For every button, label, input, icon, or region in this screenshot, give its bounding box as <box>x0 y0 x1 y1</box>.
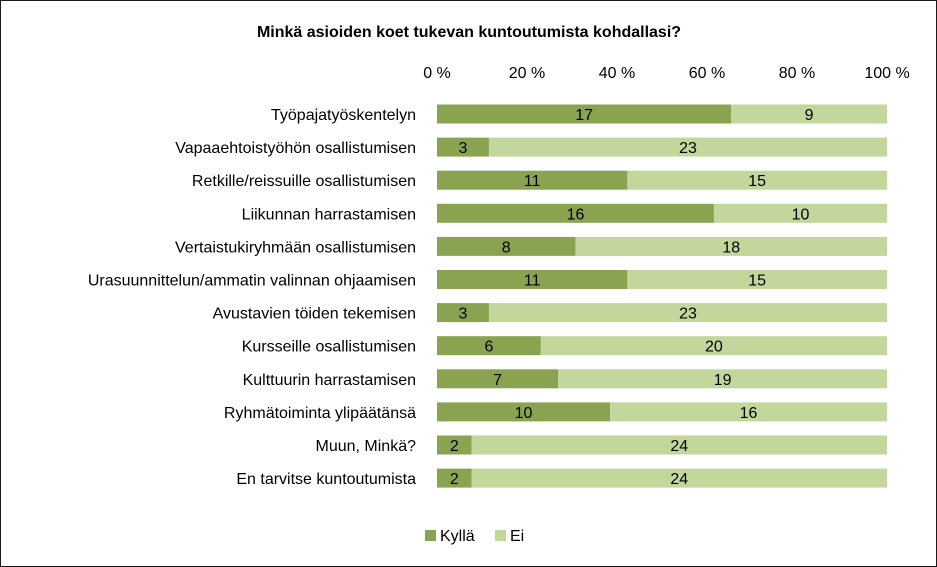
data-label: 23 <box>679 306 697 323</box>
bar-segment-kylla <box>437 170 628 190</box>
x-tick-label: 60 % <box>689 65 725 82</box>
category-label: Avustavien töiden tekemisen <box>213 306 416 323</box>
bar-segment-ei <box>540 336 887 356</box>
bar-segment-ei <box>627 170 887 190</box>
category-label: Työpajatyöskentelyn <box>271 107 416 124</box>
bar-segment-ei <box>488 137 887 157</box>
legend-swatch <box>495 530 506 541</box>
category-labels: Työpajatyöskentelyn Vapaaehtoistyöhön osa… <box>88 107 416 488</box>
data-label: 15 <box>748 273 766 290</box>
bar-segment-kylla <box>437 236 576 256</box>
data-label: 10 <box>792 206 810 223</box>
data-label: 3 <box>459 306 468 323</box>
bar-segment-kylla <box>437 137 489 157</box>
category-label: Kursseille osallistumisen <box>242 339 416 356</box>
category-label: Liikunnan harrastamisen <box>242 206 416 223</box>
category-label: Muun, Minkä? <box>316 438 417 455</box>
data-label: 11 <box>524 173 541 190</box>
bar-segment-kylla <box>437 435 472 455</box>
data-label: 15 <box>748 173 766 190</box>
data-label: 6 <box>484 339 493 356</box>
bar-segment-kylla <box>437 104 732 124</box>
bar-segment-ei <box>471 435 887 455</box>
data-label: 7 <box>493 372 502 389</box>
category-label: Ryhmätoiminta ylipäätänsä <box>224 405 416 422</box>
data-label: 11 <box>524 273 541 290</box>
bars: 17 9 3 23 11 15 16 10 8 18 11 15 3 23 6 20 7 19 10 16 2 24 2 24 <box>437 104 887 488</box>
category-label: Urasuunnittelun/ammatin valinnan ohjaami… <box>88 273 416 290</box>
legend-label: Kyllä <box>440 528 475 545</box>
bar-segment-ei <box>713 203 887 223</box>
bar-segment-kylla <box>437 303 489 323</box>
bar-segment-kylla <box>437 336 541 356</box>
data-label: 9 <box>805 107 814 124</box>
x-axis-ticks: 0 % 20 % 40 % 60 % 80 % 100 % <box>423 65 909 82</box>
data-label: 2 <box>450 438 459 455</box>
x-tick-label: 80 % <box>779 65 815 82</box>
bar-segment-kylla <box>437 468 472 488</box>
data-label: 18 <box>722 239 740 256</box>
category-label: En tarvitse kuntoutumista <box>236 471 416 488</box>
data-label: 16 <box>740 405 758 422</box>
category-label: Retkille/reissuille osallistumisen <box>192 173 416 190</box>
data-label: 8 <box>502 239 511 256</box>
bar-segment-kylla <box>437 369 559 389</box>
data-label: 3 <box>459 140 468 157</box>
bar-segment-kylla <box>437 402 611 422</box>
bar-segment-ei <box>558 369 887 389</box>
bar-segment-ei <box>627 270 887 289</box>
data-label: 19 <box>714 372 732 389</box>
x-tick-label: 20 % <box>509 65 545 82</box>
bar-segment-ei <box>575 236 887 256</box>
data-label: 10 <box>515 405 533 422</box>
bar-segment-kylla <box>437 203 714 223</box>
data-label: 24 <box>670 471 688 488</box>
bar-segment-ei <box>471 468 887 488</box>
bar-segment-ei <box>488 303 887 323</box>
legend-swatch <box>425 530 436 541</box>
data-label: 23 <box>679 140 697 157</box>
data-label: 24 <box>670 438 688 455</box>
chart-title: Minkä asioiden koet tukevan kuntoutumist… <box>257 24 681 41</box>
category-label: Vertaistukiryhmään osallistumisen <box>175 239 416 256</box>
legend-label: Ei <box>510 528 524 545</box>
bar-segment-ei <box>610 402 887 422</box>
x-tick-label: 40 % <box>599 65 635 82</box>
category-label: Kulttuurin harrastamisen <box>243 372 416 389</box>
x-tick-label: 100 % <box>864 65 909 82</box>
data-label: 16 <box>567 206 585 223</box>
data-label: 20 <box>705 339 723 356</box>
category-label: Vapaaehtoistyöhön osallistumisen <box>175 140 416 157</box>
bar-segment-kylla <box>437 270 628 289</box>
x-tick-label: 0 % <box>423 65 451 82</box>
data-label: 17 <box>575 107 593 124</box>
legend: Kyllä Ei <box>425 528 524 545</box>
data-label: 2 <box>450 471 459 488</box>
bar-segment-ei <box>731 104 887 124</box>
